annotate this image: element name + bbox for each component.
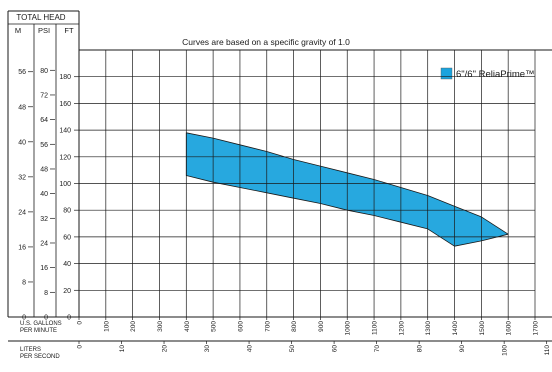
x2-tick-label-100: 100 bbox=[502, 345, 509, 356]
x2-tick-label-110: 110 bbox=[544, 345, 551, 356]
psi-tick-label-56: 56 bbox=[40, 142, 48, 149]
m-tick-label-24: 24 bbox=[18, 209, 26, 216]
psi-tick-label-16: 16 bbox=[40, 265, 48, 272]
ft-tick-label-180: 180 bbox=[59, 74, 71, 81]
ft-tick-label-100: 100 bbox=[59, 181, 71, 188]
psi-unit-label: PSI bbox=[38, 26, 50, 35]
x-tick-label-300: 300 bbox=[157, 321, 164, 332]
x-tick-label-0: 0 bbox=[77, 321, 84, 325]
x2-tick-label-40: 40 bbox=[247, 345, 254, 353]
x-tick-label-700: 700 bbox=[264, 321, 271, 332]
m-tick-label-48: 48 bbox=[18, 104, 26, 111]
psi-tick-label-64: 64 bbox=[40, 117, 48, 124]
psi-tick-label-24: 24 bbox=[40, 240, 48, 247]
x-tick-label-1500: 1500 bbox=[479, 321, 486, 336]
x-tick-label-500: 500 bbox=[211, 321, 218, 332]
m-tick-label-16: 16 bbox=[18, 244, 26, 251]
ft-tick-label-120: 120 bbox=[59, 154, 71, 161]
psi-tick-label-80: 80 bbox=[40, 68, 48, 75]
legend-label: 6"/6" ReliaPrime™ bbox=[456, 69, 535, 80]
legend: 6"/6" ReliaPrime™ bbox=[440, 67, 535, 80]
psi-tick-label-40: 40 bbox=[40, 191, 48, 198]
x2-tick-label-20: 20 bbox=[162, 345, 169, 353]
x-axis-label-line-2: PER MINUTE bbox=[20, 328, 57, 334]
x-tick-label-1600: 1600 bbox=[506, 321, 513, 336]
x-tick-label-200: 200 bbox=[130, 321, 137, 332]
ft-tick-label-60: 60 bbox=[63, 234, 71, 241]
x-tick-label-900: 900 bbox=[318, 321, 325, 332]
ft-tick-label-40: 40 bbox=[63, 261, 71, 268]
x2-tick-label-70: 70 bbox=[374, 345, 381, 353]
psi-tick-label-32: 32 bbox=[40, 216, 48, 223]
m-tick-label-0: 0 bbox=[22, 315, 26, 322]
x-tick-label-1000: 1000 bbox=[345, 321, 352, 336]
x-tick-label-600: 600 bbox=[237, 321, 244, 332]
x-tick-label-800: 800 bbox=[291, 321, 298, 332]
m-unit-label: M bbox=[15, 26, 21, 35]
x-tick-label-1300: 1300 bbox=[425, 321, 432, 336]
psi-tick-label-0: 0 bbox=[44, 315, 48, 322]
total-head-label: TOTAL HEAD bbox=[16, 13, 65, 22]
x2-tick-label-30: 30 bbox=[204, 345, 211, 353]
m-tick-label-32: 32 bbox=[18, 174, 26, 181]
x-axis-label-line-1: U.S. GALLONS bbox=[20, 321, 62, 327]
psi-tick-label-48: 48 bbox=[40, 166, 48, 173]
x-tick-label-1200: 1200 bbox=[398, 321, 405, 336]
psi-tick-label-72: 72 bbox=[40, 92, 48, 99]
ft-tick-label-160: 160 bbox=[59, 101, 71, 108]
x2-tick-label-90: 90 bbox=[459, 345, 466, 353]
x2-tick-label-0: 0 bbox=[77, 345, 84, 349]
ft-tick-label-20: 20 bbox=[63, 288, 71, 295]
tick-labels: 0204060801001201401601800816243240485664… bbox=[18, 68, 551, 356]
x-tick-label-1700: 1700 bbox=[533, 321, 540, 336]
x2-tick-label-60: 60 bbox=[332, 345, 339, 353]
legend-swatch bbox=[440, 67, 453, 80]
x2-axis-label-line-1: LITERS bbox=[20, 347, 41, 353]
ft-tick-label-140: 140 bbox=[59, 128, 71, 135]
x-tick-label-100: 100 bbox=[103, 321, 110, 332]
x-tick-label-1100: 1100 bbox=[372, 321, 379, 335]
ft-tick-label-80: 80 bbox=[63, 208, 71, 215]
x-tick-label-400: 400 bbox=[184, 321, 191, 332]
ft-unit-label: FT bbox=[64, 26, 74, 35]
m-tick-label-56: 56 bbox=[18, 69, 26, 76]
x-tick-label-1400: 1400 bbox=[452, 321, 459, 336]
x2-axis-label-line-2: PER SECOND bbox=[20, 354, 60, 360]
m-tick-label-8: 8 bbox=[22, 279, 26, 286]
psi-tick-label-8: 8 bbox=[44, 290, 48, 297]
x2-tick-label-50: 50 bbox=[289, 345, 296, 353]
m-tick-label-40: 40 bbox=[18, 139, 26, 146]
grid-layer bbox=[79, 50, 536, 317]
x2-tick-label-80: 80 bbox=[417, 345, 424, 353]
x2-tick-label-10: 10 bbox=[119, 345, 126, 353]
chart-title: Curves are based on a specific gravity o… bbox=[182, 37, 350, 47]
ft-tick-label-0: 0 bbox=[67, 315, 71, 322]
